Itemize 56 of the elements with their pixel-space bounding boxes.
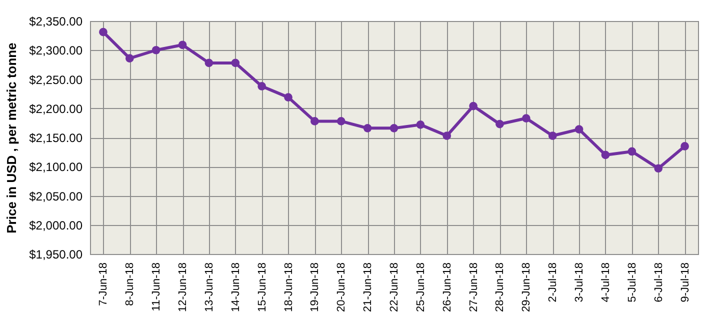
x-tick-label: 14-Jun-18 [230, 262, 242, 312]
x-tick-label: 7-Jun-18 [98, 262, 110, 306]
point [416, 120, 425, 129]
y-tick-label: $1,950.00 [29, 248, 83, 262]
x-tick-label: 4-Jul-18 [600, 262, 612, 302]
point [390, 124, 398, 132]
y-tick-label: $2,250.00 [29, 72, 83, 87]
x-tick-label: 11-Jun-18 [150, 262, 163, 312]
point [363, 124, 372, 132]
point [310, 117, 319, 126]
x-tick-label: 2-Jul-18 [547, 262, 560, 302]
x-tick-label: 5-Jul-18 [626, 262, 638, 302]
x-tick-label: 9-Jul-18 [679, 262, 692, 302]
point [628, 147, 636, 156]
x-tick-label: 20-Jun-18 [336, 262, 348, 312]
point [178, 40, 187, 50]
point [204, 58, 214, 68]
y-tick-label: $2,200.00 [29, 102, 83, 116]
y-tick-label: $2,150.00 [29, 131, 83, 145]
x-tick-label: 8-Jun-18 [124, 262, 136, 306]
x-tick-label: 3-Jul-18 [574, 262, 586, 302]
y-tick-label: $2,350.00 [29, 14, 83, 28]
x-tick-label: 18-Jun-18 [282, 262, 295, 312]
x-tick-label: 28-Jun-18 [494, 262, 506, 312]
point [442, 132, 452, 140]
point [548, 132, 557, 140]
x-tick-label: 15-Jun-18 [256, 262, 268, 312]
point [496, 120, 504, 128]
x-tick-label: 27-Jun-18 [468, 262, 480, 312]
x-tick-label: 25-Jun-18 [414, 262, 427, 312]
x-tick-label: 13-Jun-18 [203, 262, 216, 312]
y-axis-title: Price in USD , per metric tonne [4, 42, 20, 234]
point [654, 164, 663, 173]
point [574, 125, 584, 134]
y-tick-label: $2,100.00 [29, 160, 83, 174]
point [284, 93, 292, 102]
x-tick-label: 29-Jun-18 [520, 262, 533, 312]
x-tick-label: 22-Jun-18 [388, 262, 400, 312]
x-tick-label: 6-Jul-18 [652, 262, 665, 302]
point [231, 58, 240, 68]
point [99, 28, 108, 36]
point [125, 54, 134, 62]
x-tick-label: 21-Jun-18 [362, 262, 374, 312]
point [469, 102, 478, 110]
y-tick-label: $2,000.00 [29, 218, 83, 232]
y-tick-label: $2,050.00 [29, 189, 83, 204]
point [601, 150, 610, 160]
x-tick-label: 26-Jun-18 [441, 262, 454, 312]
point [336, 117, 346, 126]
x-tick-label: 12-Jun-18 [177, 262, 190, 312]
point [680, 142, 689, 150]
point [152, 46, 160, 54]
y-tick-label: $2,300.00 [29, 44, 83, 58]
x-tick-label: 19-Jun-18 [309, 262, 322, 312]
point [258, 82, 266, 90]
point [522, 114, 530, 122]
